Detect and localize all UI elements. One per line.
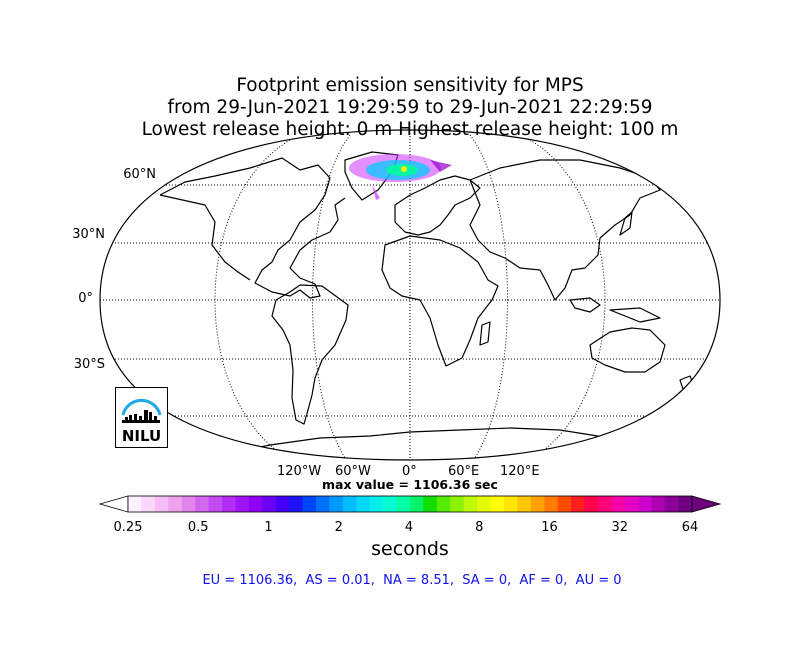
logo-icon <box>121 398 162 423</box>
colorbar-segment <box>262 496 277 512</box>
colorbar-segment <box>208 496 223 512</box>
lon-label-60w: 60°W <box>335 464 371 479</box>
lon-label-0: 0° <box>402 464 417 479</box>
coast-north-america <box>159 157 346 299</box>
colorbar-segment <box>504 496 519 512</box>
coastlines <box>159 151 696 456</box>
colorbar-segment <box>477 496 492 512</box>
colorbar-segment <box>544 496 559 512</box>
colorbar-segment <box>530 496 545 512</box>
colorbar-tick-label: 1 <box>264 520 273 535</box>
colorbar-segment <box>423 496 438 512</box>
colorbar-segment <box>383 496 398 512</box>
coast-south-america <box>271 284 349 425</box>
colorbar-extend-min <box>98 495 129 513</box>
colorbar-segment <box>598 496 613 512</box>
coast-borneo <box>569 297 601 313</box>
logo-text: NILU <box>121 427 162 445</box>
colorbar-segment <box>450 496 465 512</box>
coast-asia <box>469 159 661 301</box>
coast-greenland <box>344 151 399 201</box>
colorbar-segment <box>611 496 626 512</box>
colorbar-segment <box>316 496 331 512</box>
colorbar-segment <box>329 496 344 512</box>
colorbar-segment <box>168 496 183 512</box>
colorbar-segment <box>275 496 290 512</box>
colorbar-segment <box>235 496 250 512</box>
map-border <box>99 129 721 461</box>
chart-title-line-1: Footprint emission sensitivity for MPS <box>236 75 584 96</box>
colorbar-segment <box>463 496 478 512</box>
gridline-lon-60w <box>312 134 351 460</box>
colorbar-segment <box>342 496 357 512</box>
colorbar-segment <box>195 496 210 512</box>
colorbar-segment <box>410 496 425 512</box>
colorbar-segment <box>248 496 263 512</box>
coast-europe <box>394 175 481 236</box>
colorbar-segment <box>369 496 384 512</box>
colorbar-outline <box>127 495 693 513</box>
lat-label-30n: 30°N <box>72 227 105 242</box>
colorbar-segment <box>584 496 599 512</box>
plume-fragment <box>430 160 452 172</box>
nilu-logo: NILU <box>115 387 168 448</box>
colorbar-segment <box>181 496 196 512</box>
colorbar-tick-label: 0.5 <box>187 520 209 535</box>
colorbar-tick-label: 8 <box>475 520 484 535</box>
colorbar-segment <box>638 496 653 512</box>
colorbar-segment <box>665 496 680 512</box>
lon-label-120e: 120°E <box>500 464 540 479</box>
graticule <box>100 130 720 460</box>
plume-core <box>401 166 407 172</box>
colorbar-tick-label: 0.25 <box>113 520 143 535</box>
lon-label-60e: 60°E <box>448 464 480 479</box>
coast-australia <box>589 327 666 373</box>
plume-fragment <box>372 185 380 200</box>
colorbar-tick-label: 2 <box>334 520 343 535</box>
colorbar <box>98 495 722 513</box>
colorbar-tick-label: 4 <box>404 520 414 535</box>
colorbar-segment <box>678 496 693 512</box>
colorbar-segment <box>571 496 586 512</box>
colorbar-extend-max <box>691 495 722 513</box>
colorbar-segment <box>651 496 666 512</box>
gridline-lon-120e <box>529 139 606 460</box>
gridline-lon-60e <box>469 134 508 460</box>
coast-africa <box>381 235 499 367</box>
colorbar-tick-label: 64 <box>681 520 699 535</box>
coast-new-guinea <box>609 307 661 323</box>
colorbar-segment <box>222 496 237 512</box>
colorbar-segment <box>289 496 304 512</box>
colorbar-segment <box>141 496 156 512</box>
chart-title-line-2: from 29-Jun-2021 19:29:59 to 29-Jun-2021… <box>167 97 653 118</box>
colorbar-tick-label: 32 <box>611 520 629 535</box>
colorbar-segment <box>624 496 639 512</box>
lat-label-0: 0° <box>78 291 93 306</box>
colorbar-unit-label: seconds <box>371 538 449 560</box>
colorbar-segment <box>557 496 572 512</box>
colorbar-segment <box>302 496 317 512</box>
max-value-label: max value = 1106.36 sec <box>322 477 498 492</box>
lat-label-60n: 60°N <box>123 167 156 182</box>
coast-japan <box>619 211 633 236</box>
colorbar-segment <box>154 496 169 512</box>
region-totals: EU = 1106.36, AS = 0.01, NA = 8.51, SA =… <box>202 573 622 588</box>
gridline-lon-120w <box>214 139 291 460</box>
colorbar-segment <box>356 496 371 512</box>
coast-madagascar <box>479 321 491 346</box>
lon-label-120w: 120°W <box>277 464 322 479</box>
footprint-plume <box>349 154 452 200</box>
colorbar-segment <box>128 496 143 512</box>
colorbar-segment <box>396 496 411 512</box>
coast-north-america-west <box>159 194 251 281</box>
lat-label-30s: 30°S <box>73 357 105 372</box>
colorbar-segment <box>436 496 451 512</box>
colorbar-segment <box>490 496 505 512</box>
colorbar-tick-label: 16 <box>541 520 558 535</box>
colorbar-segment <box>517 496 532 512</box>
